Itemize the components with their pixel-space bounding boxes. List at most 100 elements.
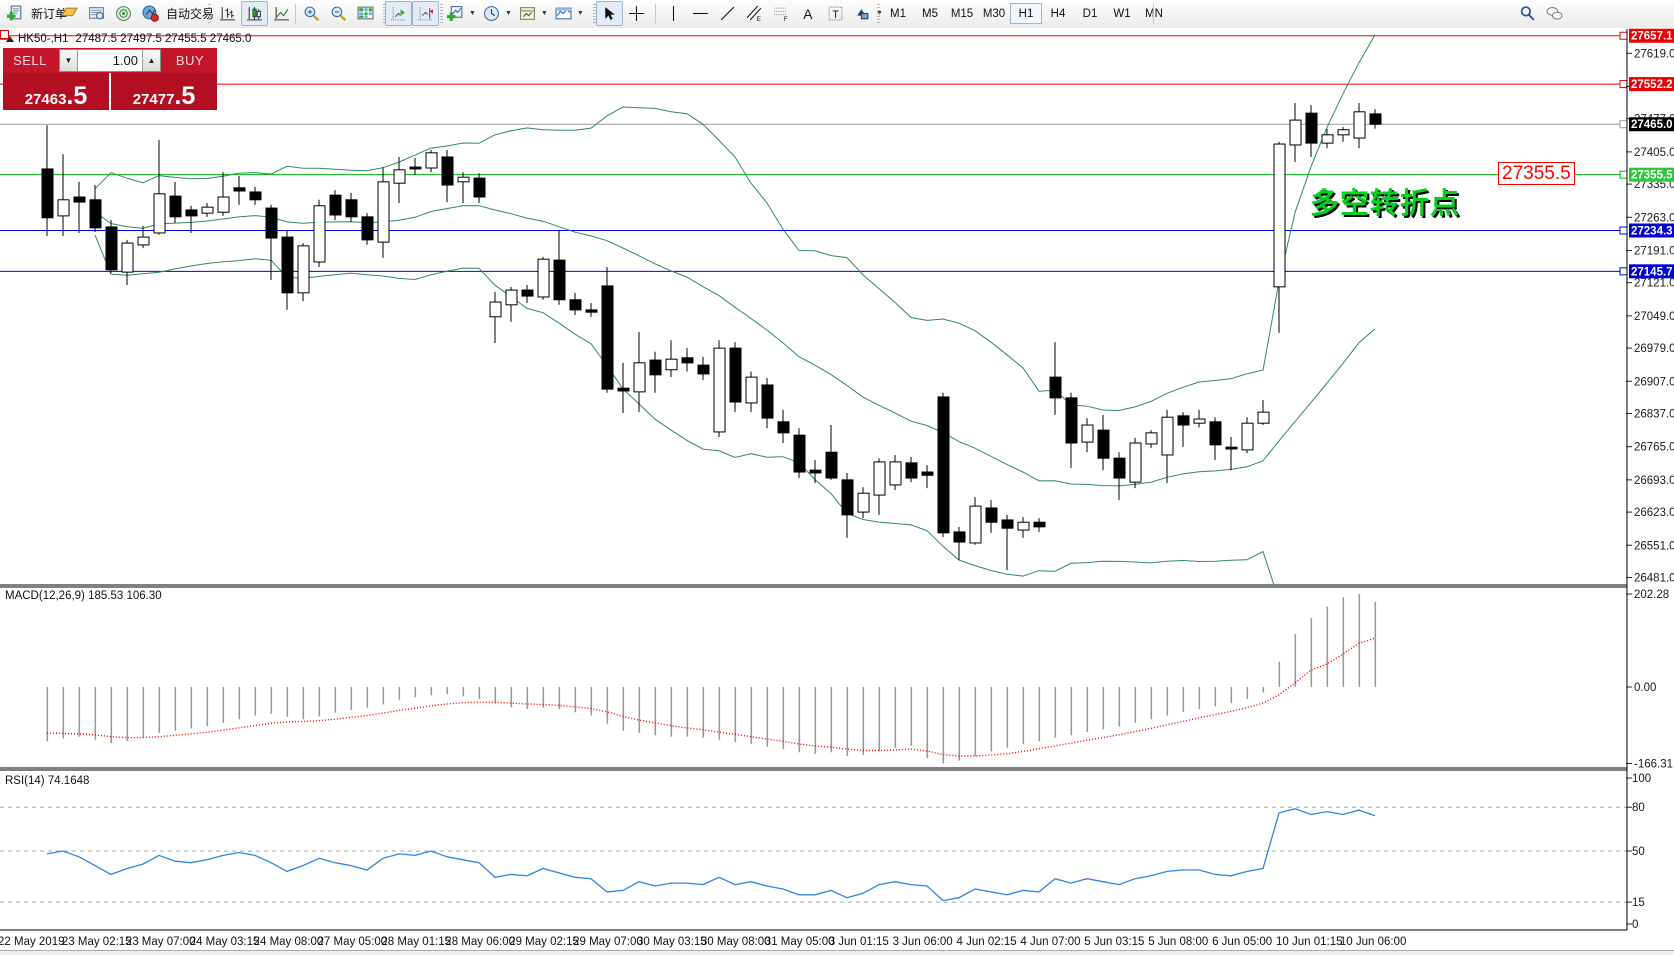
price-scale-badge[interactable] [1629, 264, 1674, 279]
auto-trading-button[interactable] [137, 1, 164, 26]
horizontal-line-button[interactable] [687, 1, 714, 26]
profiles-button[interactable] [56, 1, 83, 26]
chevron-down-icon[interactable]: ▼ [576, 10, 584, 17]
horizontal-line-anchor[interactable] [0, 30, 9, 39]
volume-increment-button[interactable]: ▲ [142, 50, 160, 71]
volume-dropdown-button[interactable]: ▼ [60, 50, 78, 71]
vertical-line-icon [672, 6, 675, 21]
macd-histogram-bar [878, 687, 881, 752]
chart-appearance-button[interactable] [550, 1, 577, 26]
buy-button[interactable]: BUY [163, 48, 217, 73]
candle-body [617, 387, 630, 392]
chart-text-annotation[interactable]: 多空转折点 [1310, 188, 1461, 220]
macd-histogram-bar [1342, 597, 1345, 687]
crosshair-button[interactable] [623, 1, 650, 26]
price-scale-badge[interactable] [1629, 167, 1674, 182]
text-button[interactable]: A [795, 1, 822, 26]
market-watch-button[interactable] [83, 1, 110, 26]
bar-chart-button[interactable] [214, 1, 241, 26]
chat-button[interactable] [1541, 1, 1568, 26]
macd-histogram-bar [334, 687, 337, 713]
candle-body [473, 177, 486, 198]
price-scale-badge[interactable] [1629, 28, 1674, 43]
time-axis-label: 4 Jun 07:00 [1020, 936, 1080, 948]
candle-body [1081, 424, 1094, 443]
timeframe-button-m15[interactable]: M15 [950, 7, 974, 20]
candle-body [825, 451, 838, 479]
zoom-in-button[interactable] [298, 1, 325, 26]
navigator-button[interactable] [110, 1, 137, 26]
toolbar-group-panels: 自动交易 [56, 0, 218, 27]
price-tick-label: 27619.0 [1634, 48, 1674, 60]
level-anchor-right[interactable] [1619, 170, 1628, 179]
templates-button[interactable] [514, 1, 541, 26]
zoom-out-button[interactable] [325, 1, 352, 26]
chevron-down-icon[interactable]: ▼ [504, 10, 512, 17]
volume-input[interactable]: 1.00 [112, 53, 138, 68]
candle-body [793, 434, 806, 473]
rsi-indicator-label: RSI(14) 74.1648 [5, 775, 90, 787]
chevron-down-icon[interactable]: ▼ [469, 10, 476, 17]
macd-histogram-bar [782, 687, 785, 750]
level-anchor-right[interactable] [1619, 267, 1628, 276]
timeframe-button-m1[interactable]: M1 [890, 7, 906, 20]
auto-scroll-button[interactable] [385, 1, 412, 26]
new-order-button[interactable] [2, 1, 29, 26]
shapes-button[interactable] [849, 1, 876, 26]
macd-histogram-bar [942, 687, 945, 764]
level-anchor-right[interactable] [1619, 31, 1628, 40]
price-scale-badge[interactable] [1629, 77, 1674, 92]
candle-body [57, 199, 70, 217]
candle-body [537, 258, 550, 298]
sell-button[interactable]: SELL [3, 48, 57, 73]
macd-histogram-bar [126, 687, 129, 742]
macd-histogram-bar [94, 687, 97, 740]
candle-body [265, 207, 278, 239]
fibonacci-button[interactable]: F [768, 1, 795, 26]
buy-price-box[interactable]: 27477 .5 [109, 73, 217, 110]
timeframe-button-w1[interactable]: W1 [1113, 7, 1131, 20]
timeframe-button-m5[interactable]: M5 [922, 7, 938, 20]
text-label-button[interactable]: T [822, 1, 849, 26]
sell-price-box[interactable]: 27463 .5 [3, 73, 109, 110]
chevron-down-icon[interactable]: ▼ [540, 10, 548, 17]
indicators-button[interactable] [442, 1, 469, 26]
candlestick-chart-button[interactable] [241, 1, 268, 26]
equidistant-channel-button[interactable]: E [741, 1, 768, 26]
vertical-line-button[interactable] [660, 1, 687, 26]
search-icon [1520, 6, 1535, 21]
search-button[interactable] [1514, 1, 1541, 26]
chart-shift-button[interactable] [412, 1, 439, 26]
volume-wrapper: ▼ 1.00 ▲ [57, 48, 163, 73]
cursor-button[interactable] [596, 1, 623, 26]
candle-body [1161, 416, 1174, 456]
one-click-trading-panel: SELL ▼ 1.00 ▲ BUY 27463 .5 27477 .5 [3, 48, 217, 110]
chart-ohlc-label: 27487.5 27497.5 27455.5 27465.0 [75, 33, 252, 45]
macd-histogram-bar [222, 687, 225, 723]
timeframe-button-h1[interactable]: H1 [1010, 3, 1042, 24]
folder-icon [61, 7, 78, 17]
price-scale-badge[interactable] [1629, 223, 1674, 238]
line-chart-button[interactable] [268, 1, 295, 26]
timeframe-button-d1[interactable]: D1 [1082, 7, 1098, 20]
trendline-button[interactable] [714, 1, 741, 26]
data-window-button[interactable] [352, 1, 379, 26]
timeframe-button-h4[interactable]: H4 [1050, 7, 1066, 20]
level-anchor-right[interactable] [1619, 226, 1628, 235]
macd-histogram-bar [286, 687, 289, 717]
candle-body [1273, 143, 1286, 288]
periods-button[interactable] [478, 1, 505, 26]
timeframe-button-m30[interactable]: M30 [982, 7, 1006, 20]
candle-body [393, 169, 406, 184]
toolbar-sep-1 [290, 0, 301, 27]
price-tick-label: 26765.0 [1634, 442, 1674, 454]
price-scale-badge[interactable] [1629, 117, 1674, 132]
level-anchor-right[interactable] [1619, 120, 1628, 129]
volume-stepper[interactable]: ▼ 1.00 ▲ [59, 49, 161, 72]
macd-histogram-bar [542, 687, 545, 708]
candle-body [665, 358, 678, 371]
chart-price-label-annotation[interactable]: 27355.5 [1498, 162, 1575, 185]
level-anchor-right[interactable] [1619, 80, 1628, 89]
price-scale-badge-label: 27234.3 [1631, 226, 1673, 238]
